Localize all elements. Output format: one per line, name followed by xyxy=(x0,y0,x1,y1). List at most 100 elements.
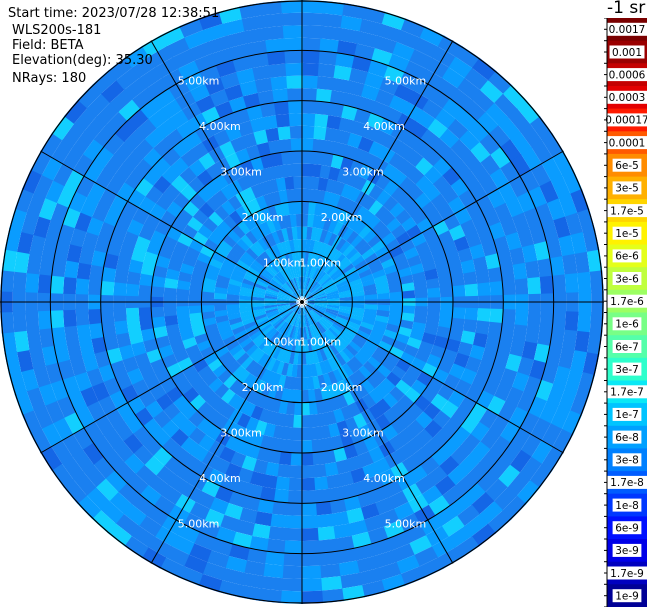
ppi-cell xyxy=(435,77,459,99)
ppi-cell xyxy=(358,568,382,586)
ppi-cell xyxy=(566,292,579,313)
ppi-cell xyxy=(456,504,480,527)
ppi-cell xyxy=(296,277,301,290)
ppi-cell xyxy=(358,325,372,336)
ppi-cell xyxy=(323,283,336,292)
ppi-cell xyxy=(310,283,321,294)
ppi-cell xyxy=(286,363,294,377)
ppi-cell xyxy=(381,232,397,246)
ppi-cell xyxy=(385,352,401,366)
ppi-cell xyxy=(385,238,401,252)
ppi-cell xyxy=(301,515,318,529)
ppi-cell xyxy=(307,313,314,325)
ppi-cell xyxy=(302,226,308,240)
ppi-cell xyxy=(50,274,65,294)
ppi-cell xyxy=(312,308,324,317)
ppi-cell xyxy=(309,189,319,203)
ppi-cell xyxy=(312,240,320,254)
ppi-cell xyxy=(243,274,257,284)
ppi-cell xyxy=(352,295,365,301)
ppi-cell xyxy=(296,226,303,240)
colorbar-tick-label: 3e-7 xyxy=(615,364,639,376)
ppi-cell xyxy=(354,333,368,345)
ppi-cell xyxy=(332,408,345,424)
ppi-cell xyxy=(252,332,265,345)
ppi-cell xyxy=(39,255,55,276)
ppi-cell xyxy=(487,321,503,338)
ppi-cell xyxy=(480,154,501,177)
ppi-cell xyxy=(288,252,295,266)
ppi-cell xyxy=(436,326,451,340)
ppi-cell xyxy=(250,405,264,421)
ppi-cell xyxy=(381,358,396,373)
ppi-cell xyxy=(398,159,416,178)
colorbar-tick-box xyxy=(612,249,642,263)
ppi-cell xyxy=(236,333,250,345)
ppi-cell xyxy=(577,208,596,234)
ppi-cell xyxy=(188,238,205,253)
ppi-cell xyxy=(463,319,478,334)
ppi-cell xyxy=(410,357,427,372)
ppi-cell xyxy=(283,283,294,294)
ppi-cell xyxy=(293,402,302,416)
ppi-cell xyxy=(30,427,52,453)
ppi-cell xyxy=(355,383,369,399)
ppi-cell xyxy=(472,256,488,273)
ppi-cell xyxy=(481,347,498,365)
ppi-cell xyxy=(388,284,403,294)
ppi-cell xyxy=(226,293,240,300)
ppi-cell xyxy=(233,108,251,125)
range-ring-label: 4.00km xyxy=(363,120,405,133)
ppi-cell xyxy=(502,309,516,326)
ppi-cell xyxy=(489,415,510,437)
ppi-cell xyxy=(340,183,354,199)
ppi-cell xyxy=(525,260,540,280)
ppi-cell xyxy=(374,205,390,221)
ppi-cell xyxy=(425,278,440,290)
ppi-cell xyxy=(315,501,332,516)
ppi-cell xyxy=(209,88,230,107)
ppi-cell xyxy=(242,251,256,264)
ppi-cell xyxy=(339,432,354,448)
ppi-cell xyxy=(9,207,28,232)
ppi-cell xyxy=(267,384,278,399)
ppi-cell xyxy=(489,308,504,324)
ppi-cell xyxy=(229,210,244,225)
ppi-cell xyxy=(216,274,231,284)
ppi-cell xyxy=(220,112,239,130)
ppi-cell xyxy=(207,35,231,54)
ppi-cell xyxy=(374,497,395,516)
ppi-cell xyxy=(507,108,531,133)
ppi-cell xyxy=(393,502,415,521)
ppi-cell xyxy=(0,269,15,292)
ppi-cell xyxy=(201,561,226,581)
ppi-cell xyxy=(497,464,521,489)
ppi-cell xyxy=(337,379,350,395)
ppi-cell xyxy=(252,259,265,271)
ppi-cell xyxy=(197,573,223,593)
ppi-cell xyxy=(334,276,348,286)
range-ring-label: 2.00km xyxy=(242,381,284,394)
ppi-cell xyxy=(236,352,250,366)
ppi-cell xyxy=(460,170,480,191)
ppi-cell xyxy=(110,225,128,244)
ppi-cell xyxy=(371,325,386,336)
ppi-cell xyxy=(26,328,42,351)
ppi-cell xyxy=(475,269,490,285)
ppi-cell xyxy=(342,347,355,360)
ppi-cell xyxy=(427,306,441,317)
ppi-cell xyxy=(350,356,364,370)
ppi-cell xyxy=(394,83,416,103)
ppi-cell xyxy=(357,136,375,153)
ppi-cell xyxy=(301,402,310,416)
ppi-cell xyxy=(519,412,540,435)
ppi-cell xyxy=(332,447,348,463)
ppi-cell xyxy=(153,325,168,339)
ppi-cell xyxy=(271,501,288,516)
colorbar-tick-label: 6e-8 xyxy=(615,432,639,444)
ppi-cell xyxy=(305,264,310,278)
ppi-cell xyxy=(517,356,534,377)
ppi-cell xyxy=(245,171,260,187)
ppi-cell xyxy=(151,306,165,318)
ppi-cell xyxy=(302,25,323,39)
